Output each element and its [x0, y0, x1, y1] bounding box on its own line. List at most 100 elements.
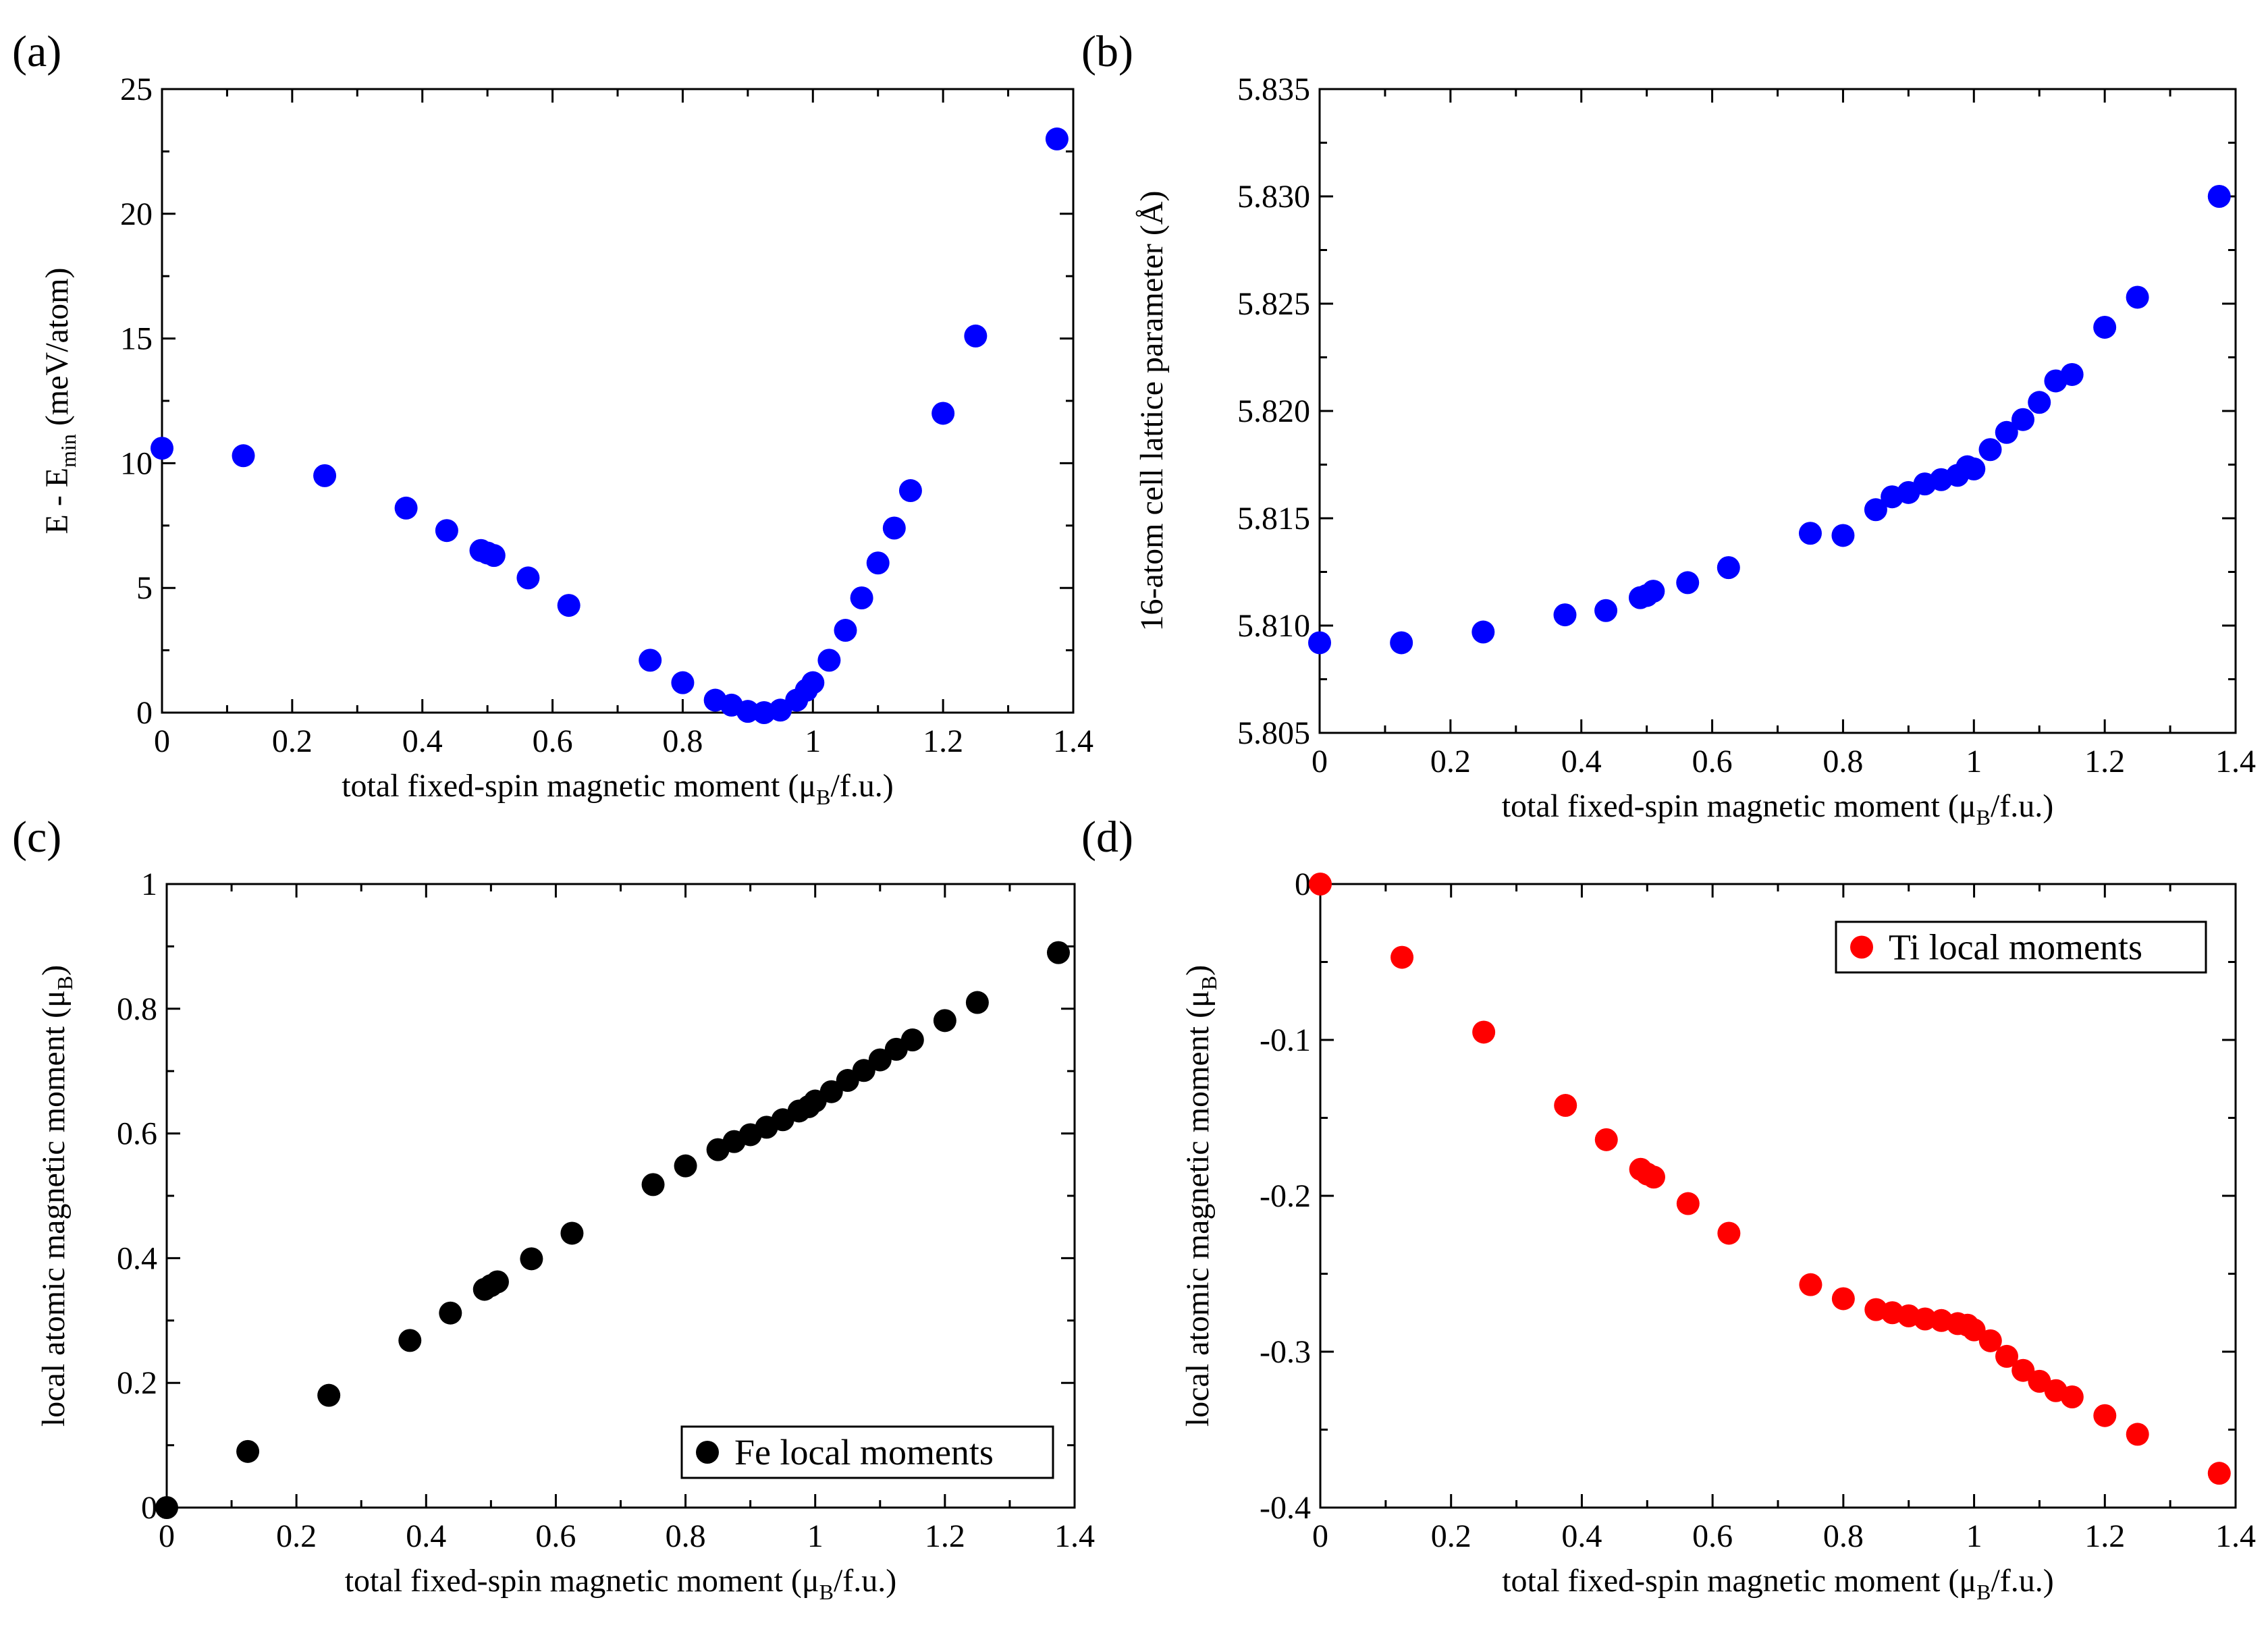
data-point	[1676, 1192, 1700, 1215]
data-point	[639, 649, 662, 672]
x-tick-label: 0.2	[276, 1518, 317, 1554]
data-point	[485, 1270, 509, 1294]
data-point	[1642, 1165, 1665, 1189]
data-point	[317, 1383, 341, 1407]
x-tick-label: 0.4	[402, 723, 443, 759]
data-point	[2028, 391, 2051, 414]
data-point	[557, 594, 580, 617]
series-a-0	[151, 127, 1069, 724]
y-tick-label: 5	[136, 570, 153, 606]
series-c-0	[155, 941, 1070, 1519]
x-tick-label: 0.4	[406, 1518, 446, 1554]
data-point	[1553, 603, 1577, 627]
data-point	[866, 551, 890, 575]
x-tick-label: 1.2	[2084, 1518, 2125, 1554]
legend-box	[680, 1425, 1054, 1479]
legend-marker	[1850, 935, 1873, 959]
x-tick-label: 1.2	[2084, 744, 2125, 779]
data-point	[819, 1080, 843, 1103]
data-point	[1799, 1273, 1823, 1296]
legend-label: Fe local moments	[734, 1432, 994, 1472]
data-point	[2126, 1423, 2149, 1446]
x-tick-label: 0	[154, 723, 170, 759]
x-tick-label: 1	[807, 1518, 824, 1554]
y-axis-label: local atomic magnetic moment (μB)	[36, 965, 77, 1427]
data-point	[1798, 522, 1822, 545]
data-point	[1472, 1020, 1496, 1044]
y-tick-label: 5.815	[1237, 501, 1310, 536]
data-point	[1309, 873, 1332, 896]
data-point	[933, 1009, 956, 1032]
x-tick-label: 0.8	[662, 723, 703, 759]
data-point	[1962, 457, 1986, 480]
data-point	[900, 1028, 924, 1051]
data-point	[2060, 1385, 2084, 1408]
y-tick-label: 0.8	[117, 991, 157, 1027]
data-point	[1554, 1094, 1577, 1118]
x-tick-label: 0.4	[1561, 744, 1602, 779]
data-point	[671, 671, 695, 694]
data-point	[1717, 1221, 1741, 1245]
x-tick-label: 1.4	[1053, 723, 1094, 759]
legend-label: Ti local moments	[1889, 927, 2142, 968]
x-axis-label: total fixed-spin magnetic moment (μB/f.u…	[1502, 1563, 2054, 1604]
y-axis-label: local atomic magnetic moment (μB)	[1180, 965, 1221, 1427]
data-point	[520, 1247, 543, 1271]
x-tick-label: 0.6	[535, 1518, 576, 1554]
x-axis-label: total fixed-spin magnetic moment (μB/f.u…	[1502, 788, 2054, 829]
panel-letter-a: (a)	[12, 27, 61, 76]
x-tick-label: 0.4	[1561, 1518, 1602, 1554]
x-tick-label: 0	[1312, 744, 1328, 779]
data-point	[898, 479, 922, 503]
data-point	[1962, 1318, 1986, 1342]
y-tick-label: 5.825	[1237, 286, 1310, 322]
data-point	[1642, 580, 1665, 603]
y-tick-label: 5.805	[1237, 715, 1310, 751]
data-point	[1995, 1344, 2018, 1368]
data-point	[1390, 631, 1413, 655]
panel-b: (b) 0 0.2 0.4 0.6 0.8 1 1.2 1.4 5.805 5.810 5.815 5.…	[1081, 27, 2256, 829]
y-tick-label: 1	[141, 866, 157, 902]
data-point	[1594, 599, 1618, 622]
series-b-0	[1308, 185, 2231, 655]
y-tick-label: 5.810	[1237, 608, 1310, 644]
data-point	[852, 1059, 875, 1082]
x-axis-label: total fixed-spin magnetic moment (μB/f.u…	[342, 768, 894, 809]
data-point	[236, 1439, 260, 1463]
panel-letter-c: (c)	[12, 812, 61, 862]
data-point	[151, 437, 173, 460]
series-d-0	[1309, 873, 2231, 1485]
data-point	[1676, 571, 1700, 595]
data-point	[2207, 1462, 2231, 1485]
data-point	[560, 1221, 584, 1245]
data-point	[932, 402, 955, 425]
x-tick-label: 1.2	[925, 1518, 965, 1554]
data-point	[882, 516, 906, 540]
data-point	[1472, 620, 1495, 644]
data-point	[850, 586, 873, 609]
x-tick-label: 0.6	[1692, 1518, 1733, 1554]
x-tick-label: 0.6	[1692, 744, 1733, 779]
y-tick-label: 5.835	[1237, 72, 1310, 107]
data-point	[641, 1173, 665, 1196]
data-point	[2093, 315, 2117, 339]
data-point	[1978, 438, 2002, 462]
data-point	[817, 649, 841, 672]
data-point	[2207, 185, 2231, 208]
data-point	[801, 671, 825, 694]
data-point	[394, 496, 418, 520]
x-tick-label: 0.8	[1823, 744, 1863, 779]
y-tick-label: 15	[120, 321, 153, 357]
x-tick-label: 1	[1966, 744, 1982, 779]
y-tick-label: 25	[120, 72, 153, 107]
x-tick-label: 0.2	[1430, 744, 1471, 779]
x-tick-label: 1	[1966, 1518, 1982, 1554]
legend-box	[1835, 920, 2207, 974]
data-point	[1831, 524, 1855, 547]
plot-frame	[161, 88, 1075, 714]
x-tick-label: 1.4	[2215, 744, 2256, 779]
panel-c: (c) 0 0.2 0.4 0.6 0.8 1 1.2 1.4 0 0.2 0.4 0.6 0.8 1 tot…	[12, 812, 1095, 1604]
data-point	[2093, 1404, 2117, 1427]
legend: Ti local moments	[1835, 920, 2207, 974]
x-tick-label: 1	[805, 723, 821, 759]
